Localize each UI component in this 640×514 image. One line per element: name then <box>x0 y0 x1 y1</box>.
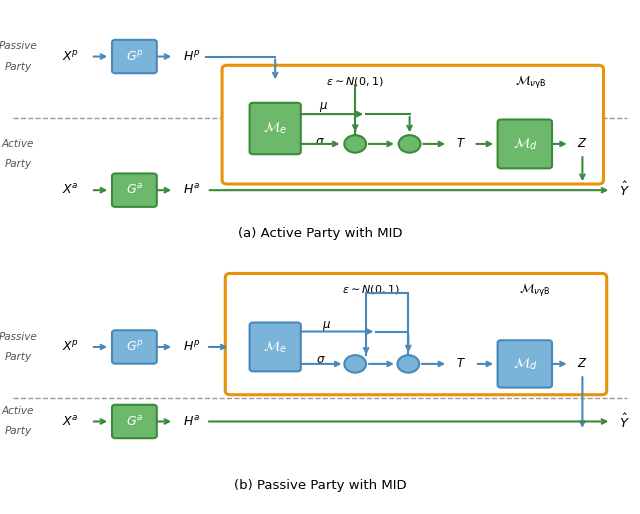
Text: (b) Passive Party with MID: (b) Passive Party with MID <box>234 479 406 492</box>
Text: $\varepsilon{\sim}N(0,1)$: $\varepsilon{\sim}N(0,1)$ <box>342 283 400 296</box>
Text: Passive: Passive <box>0 41 37 51</box>
Text: Party: Party <box>4 426 31 436</box>
Text: $\mathcal{M}_d$: $\mathcal{M}_d$ <box>513 136 537 152</box>
Text: Active: Active <box>2 139 34 149</box>
Text: Party: Party <box>4 159 31 170</box>
Text: Passive: Passive <box>0 332 37 342</box>
Text: Party: Party <box>4 62 31 72</box>
Circle shape <box>397 355 419 373</box>
Text: $\times$: $\times$ <box>351 139 360 149</box>
FancyBboxPatch shape <box>112 174 157 207</box>
Text: $+$: $+$ <box>403 358 413 370</box>
Text: Party: Party <box>4 352 31 362</box>
FancyBboxPatch shape <box>498 119 552 168</box>
Text: $G^a$: $G^a$ <box>125 414 143 429</box>
Text: $\varepsilon{\sim}N(0,1)$: $\varepsilon{\sim}N(0,1)$ <box>326 75 384 88</box>
Text: $H^a$: $H^a$ <box>184 414 200 429</box>
Text: (a) Active Party with MID: (a) Active Party with MID <box>237 227 403 241</box>
Text: $Z$: $Z$ <box>577 137 588 151</box>
Text: $\hat{Y}$: $\hat{Y}$ <box>618 412 630 431</box>
Text: $X^a$: $X^a$ <box>62 414 79 429</box>
FancyBboxPatch shape <box>222 65 604 184</box>
Text: $\mathcal{M}_{\nu\mathtt{\gamma B}}$: $\mathcal{M}_{\nu\mathtt{\gamma B}}$ <box>518 281 550 298</box>
Text: $T$: $T$ <box>456 137 466 151</box>
Text: $X^p$: $X^p$ <box>62 49 79 64</box>
FancyBboxPatch shape <box>112 40 157 73</box>
Circle shape <box>344 355 366 373</box>
FancyBboxPatch shape <box>112 330 157 364</box>
Text: $Z$: $Z$ <box>577 357 588 371</box>
FancyBboxPatch shape <box>112 405 157 438</box>
Text: $G^p$: $G^p$ <box>125 49 143 64</box>
Text: $H^a$: $H^a$ <box>184 183 200 197</box>
FancyBboxPatch shape <box>498 340 552 388</box>
Text: $\times$: $\times$ <box>351 359 360 369</box>
Circle shape <box>399 135 420 153</box>
Text: $\hat{Y}$: $\hat{Y}$ <box>618 181 630 199</box>
Text: $\mathcal{M}_{\nu\mathtt{\gamma B}}$: $\mathcal{M}_{\nu\mathtt{\gamma B}}$ <box>515 72 547 90</box>
Text: $\mathcal{M}_e$: $\mathcal{M}_e$ <box>263 339 287 355</box>
Text: $\mathcal{M}_d$: $\mathcal{M}_d$ <box>513 356 537 372</box>
Text: $T$: $T$ <box>456 357 466 371</box>
Text: $H^p$: $H^p$ <box>183 49 201 64</box>
Text: $X^p$: $X^p$ <box>62 340 79 354</box>
Circle shape <box>344 135 366 153</box>
Text: $\mathcal{M}_e$: $\mathcal{M}_e$ <box>263 121 287 136</box>
FancyBboxPatch shape <box>250 103 301 154</box>
Text: $\mu$: $\mu$ <box>319 100 328 114</box>
Text: Active: Active <box>2 406 34 416</box>
Text: $\mu$: $\mu$ <box>322 319 331 333</box>
Text: $\sigma$: $\sigma$ <box>316 353 326 366</box>
Text: $G^p$: $G^p$ <box>125 340 143 354</box>
Text: $+$: $+$ <box>404 138 415 150</box>
FancyBboxPatch shape <box>250 323 301 371</box>
FancyBboxPatch shape <box>225 273 607 395</box>
Text: $G^a$: $G^a$ <box>125 183 143 197</box>
Text: $X^a$: $X^a$ <box>62 183 79 197</box>
Text: $H^p$: $H^p$ <box>183 340 201 354</box>
Text: $\sigma$: $\sigma$ <box>315 135 325 148</box>
